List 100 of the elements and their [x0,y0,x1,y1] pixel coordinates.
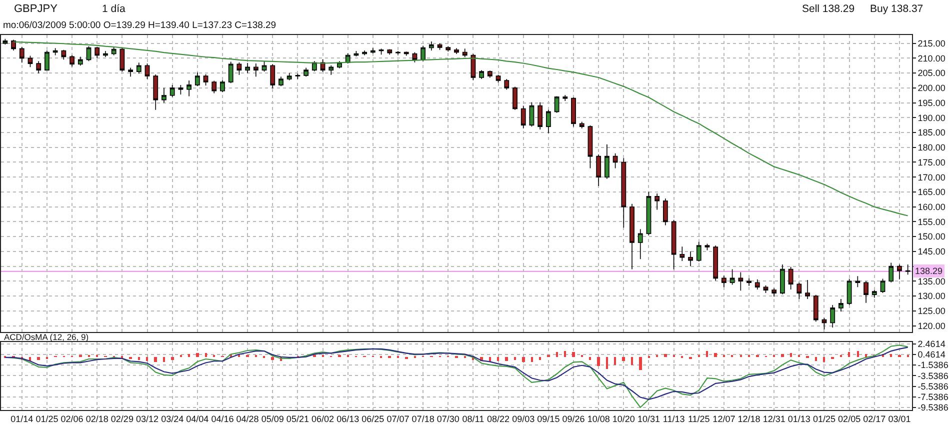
x-tick-label: 06/13 [336,414,360,424]
y-tick-label: 2.4614 [918,338,946,349]
candlestick [194,72,200,87]
x-tick-label: 07/18 [412,414,434,424]
candlestick [462,48,468,58]
y-tick-label: 200.00 [918,83,946,94]
candlestick [688,251,693,267]
x-tick-label: 09/03 [512,414,535,424]
candlestick [228,61,234,84]
candlestick [713,245,718,281]
x-tick-label: 03/24 [161,414,184,424]
candlestick [621,158,626,228]
x-tick-label: 03/01 [888,414,911,424]
line-series [12,41,908,216]
x-tick-label: 02/05 [838,414,861,424]
x-tick-label: 06/02 [312,414,334,424]
candlestick [94,46,100,59]
y-tick-label: -9.5386 [918,402,948,413]
x-tick-label: 01/25 [812,414,836,424]
candlestick [446,46,451,52]
candlestick [236,62,242,76]
candlestick [554,96,560,114]
candlestick [730,268,735,286]
x-tick-label: 02/06 [60,414,84,424]
candlestick [128,67,133,78]
candlestick [813,294,818,322]
candlestick [638,228,643,260]
candlestick [864,280,868,304]
candlestick [11,39,16,51]
candlestick [253,63,258,78]
candlestick [830,304,836,328]
y-tick-label: 170.00 [918,172,946,182]
x-tick-label: 09/26 [562,414,585,424]
candlestick [538,102,543,130]
x-tick-label: 07/30 [436,414,460,424]
x-tick-label: 11/13 [662,414,685,424]
candlestick [654,193,660,210]
candlestick [680,246,685,262]
candlestick [504,78,510,90]
x-tick-label: 06/25 [362,414,384,424]
candlestick [70,54,74,67]
candlestick [696,242,702,262]
y-tick-label: 190.00 [918,112,946,123]
x-tick-label: 03/12 [136,414,159,424]
x-tick-label: 04/28 [236,414,259,424]
y-tick-label: 160.00 [918,202,946,212]
candlestick [295,73,300,80]
x-tick-label: 12/18 [738,414,760,424]
candlestick [512,86,518,110]
candlestick [420,45,426,62]
y-tick-label: 130.00 [918,291,946,302]
candlestick [270,64,276,89]
y-tick-label: 175.00 [918,157,946,168]
candlestick [838,298,844,312]
candlestick [571,97,576,127]
x-tick-label: 10/31 [637,414,660,424]
y-tick-label: 125.00 [918,306,946,316]
candlestick [796,282,802,300]
candlestick [454,48,459,54]
y-tick-label: 205.00 [918,68,946,78]
ref-line-label: 138.29 [915,266,943,276]
candlestick [612,152,618,169]
candlestick [220,80,225,92]
y-tick-label: 185.00 [918,128,946,138]
candlestick [328,64,334,76]
y-tick-label: -3.5386 [918,370,948,381]
candlestick [646,192,652,236]
x-tick-label: 12/07 [712,414,736,424]
candlestick [144,63,150,80]
candlestick [888,262,894,283]
y-tick-label: 150.00 [918,232,946,242]
candlestick [905,264,910,276]
y-tick-label: 180.00 [918,142,946,153]
candlestick [897,264,902,280]
candlestick [579,121,584,129]
x-tick-label: 02/29 [110,414,134,424]
candlestick [120,48,125,72]
y-tick-label: 165.00 [918,187,946,198]
candlestick [872,290,877,298]
x-tick-label: 02/18 [86,414,108,424]
x-tick-label: 01/13 [788,414,810,424]
candlestick [153,74,158,110]
candlestick [763,284,768,294]
candlestick [805,280,810,300]
candlestick [479,70,484,80]
candlestick [596,154,602,186]
x-tick-label: 10/20 [612,414,635,424]
candlestick [262,60,267,72]
y-tick-label: -1.5386 [918,360,948,370]
candlestick [496,74,501,83]
x-tick-label: 04/04 [186,414,209,424]
candlestick [487,70,492,78]
candlestick [61,49,66,60]
x-tick-label: 04/16 [211,414,234,424]
candlestick [738,272,744,292]
candlestick [2,38,8,45]
candlestick [111,47,116,56]
candlestick [846,278,852,306]
x-tick-label: 12/31 [762,414,786,424]
y-tick-label: 145.00 [918,246,946,257]
